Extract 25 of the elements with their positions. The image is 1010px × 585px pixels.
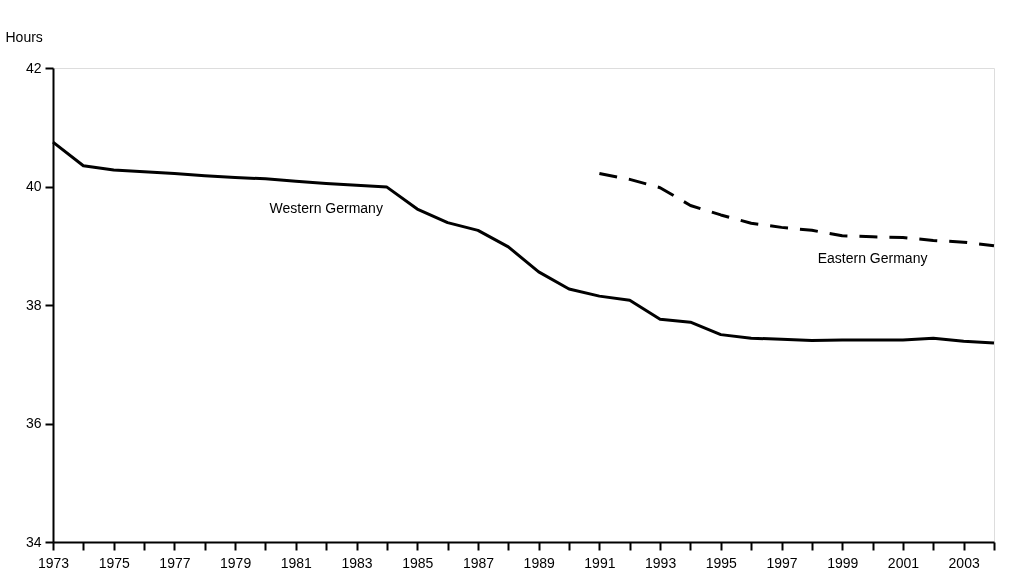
- x-tick-label: 2001: [887, 554, 920, 571]
- y-tick-label: 42: [25, 59, 42, 76]
- x-tick-label: 1981: [280, 554, 313, 571]
- x-tick-label: 1991: [584, 554, 616, 571]
- line-series: [597, 171, 996, 248]
- y-tick-label: 36: [25, 415, 42, 431]
- x-tick-label: 1979: [220, 554, 252, 571]
- x-tick-label: 1973: [37, 554, 70, 571]
- x-tick-label: 1977: [159, 554, 191, 571]
- x-tick-label: 1975: [98, 554, 130, 571]
- y-tick-label: 40: [25, 178, 42, 194]
- series-label: Western Germany: [269, 200, 383, 217]
- x-tick-label: 1989: [523, 554, 555, 571]
- x-tick-label: 1987: [462, 554, 495, 571]
- y-axis-title: Hours: [5, 28, 43, 45]
- x-tick-label: 1997: [766, 554, 798, 571]
- y-tick-label: 34: [25, 533, 42, 550]
- x-tick-label: 1985: [402, 554, 434, 571]
- x-tick-label: 1999: [827, 554, 859, 571]
- x-tick-label: 1983: [341, 554, 373, 571]
- y-tick-label: 38: [25, 296, 42, 313]
- x-tick-label: 1993: [645, 554, 677, 571]
- series-label: Eastern Germany: [817, 249, 928, 266]
- x-tick-label: 1995: [705, 554, 738, 571]
- x-tick-label: 2003: [948, 554, 980, 571]
